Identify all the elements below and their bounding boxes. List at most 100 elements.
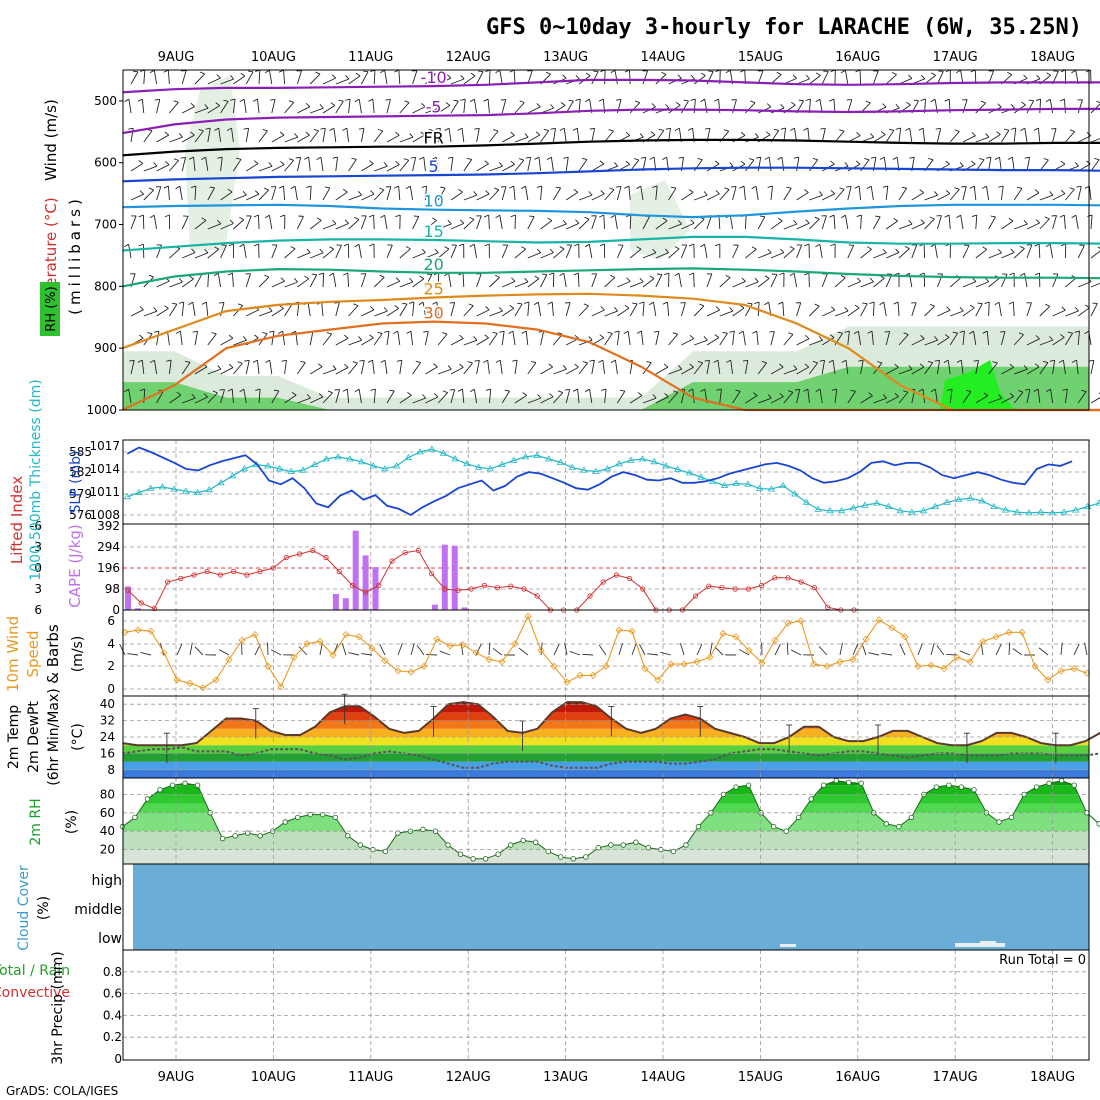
- temp-tick-label: 24: [100, 730, 115, 744]
- precip-tick-label: 0.4: [103, 1008, 122, 1022]
- wind-barb-flag: [327, 390, 333, 394]
- wind-barb: [569, 650, 581, 656]
- wind-barb: [181, 157, 186, 172]
- wind-barb: [194, 366, 208, 375]
- wind-barb-flag: [589, 359, 595, 362]
- wind-barb: [373, 333, 383, 346]
- wind-barb: [194, 252, 209, 259]
- precip-total-rain-label: Total / Rain: [0, 963, 70, 979]
- wind-barb: [807, 128, 810, 143]
- wind-barb: [322, 333, 333, 346]
- wind-speed-marker: [1044, 676, 1052, 684]
- wind-barb-flag: [467, 361, 473, 364]
- rh-marker: [821, 782, 827, 788]
- thickness-marker: [954, 495, 963, 502]
- wind-barb: [384, 215, 388, 230]
- wind-barb: [207, 223, 221, 230]
- wind-barb: [1077, 391, 1087, 404]
- wind-barb-flag: [389, 389, 395, 392]
- thickness-marker: [1025, 509, 1033, 516]
- thickness-marker: [580, 466, 588, 473]
- wind-barb: [973, 186, 977, 201]
- wind-barb: [629, 102, 641, 114]
- wind-barb: [348, 75, 361, 85]
- wind-barb-flag: [522, 392, 528, 396]
- wind-barb-flag: [840, 275, 846, 279]
- wind-barb: [346, 389, 350, 404]
- wind-barb: [501, 134, 515, 143]
- wind-barb-flag: [934, 359, 940, 362]
- rh-marker: [583, 854, 589, 860]
- wind-barb-flag: [722, 331, 728, 334]
- wind-barb: [681, 222, 695, 230]
- wind-barb: [181, 362, 191, 375]
- rh-tick-label: 60: [100, 806, 115, 820]
- wind-barb: [1026, 192, 1040, 201]
- wind-speed-marker: [368, 644, 376, 652]
- wind-barb-flag: [1010, 104, 1015, 109]
- wind-barb-flag: [290, 246, 296, 250]
- wind-barb: [998, 302, 1002, 317]
- li-marker: [587, 593, 593, 599]
- wind-barb: [936, 71, 944, 85]
- wind-speed-marker: [940, 665, 948, 673]
- wind-barb-flag: [237, 361, 243, 364]
- wind-barb-flag: [1094, 157, 1100, 161]
- precip-tick-label: 0.6: [103, 987, 122, 1001]
- wind-barb-flag: [1009, 392, 1015, 397]
- wind-barb: [423, 157, 426, 172]
- wind-barb: [719, 277, 731, 288]
- wind-barb: [347, 272, 350, 288]
- rh-marker: [846, 779, 852, 786]
- thickness-marker: [346, 455, 354, 462]
- wind-barb: [499, 70, 503, 85]
- wind-barb-flag: [484, 160, 489, 165]
- wind-barb: [220, 191, 233, 201]
- wind-barb-flag: [789, 246, 795, 250]
- wind-barb-flag: [944, 334, 950, 338]
- isotherm-label: 15: [423, 222, 443, 241]
- wind-barb: [284, 248, 296, 259]
- wind-barb: [399, 248, 411, 259]
- li-marker: [706, 583, 712, 589]
- isotherm-line: [122, 235, 1100, 252]
- wind-barb: [1024, 273, 1028, 288]
- wind-barb: [361, 309, 375, 317]
- wind-barb-flag: [639, 133, 644, 138]
- wind-barb: [679, 642, 685, 656]
- wind-barb: [1008, 642, 1011, 656]
- wind-barb: [410, 331, 414, 346]
- wind-barb-flag: [190, 102, 195, 107]
- wind-barb-flag: [816, 72, 821, 76]
- wind-barb-flag: [961, 185, 967, 188]
- thickness-marker: [1048, 509, 1057, 516]
- wind-barb: [732, 391, 741, 404]
- wind-barb-flag: [421, 185, 427, 188]
- wind-barb-flag: [191, 248, 196, 253]
- wind-barb-flag: [614, 307, 619, 312]
- wind-barb-flag: [555, 186, 561, 189]
- wind-barb-flag: [368, 214, 374, 218]
- wind-barb-flag: [537, 394, 542, 399]
- wind-barb-flag: [370, 190, 375, 195]
- wind-barb: [181, 70, 187, 85]
- wind-barb-flag: [867, 330, 873, 334]
- wind-barb-flag: [342, 188, 348, 193]
- wind-barb: [245, 71, 254, 85]
- wind-barb: [604, 333, 613, 346]
- wind-barb-flag: [1028, 99, 1034, 102]
- wind-barb-flag: [837, 331, 843, 334]
- wind-barb-flag: [419, 156, 425, 160]
- wind-barb: [361, 193, 375, 201]
- wind-barb-flag: [931, 72, 936, 76]
- wind-barb-flag: [213, 272, 219, 277]
- rh-marker: [244, 830, 251, 836]
- wind-barb: [1013, 391, 1024, 404]
- wind-barb: [923, 243, 926, 259]
- wind-barb: [617, 307, 630, 317]
- wind-barb: [756, 331, 759, 346]
- wind-barb-flag: [173, 158, 179, 161]
- wind-speed-marker: [745, 646, 753, 655]
- wind-barb: [217, 273, 222, 288]
- thickness-marker: [744, 480, 752, 487]
